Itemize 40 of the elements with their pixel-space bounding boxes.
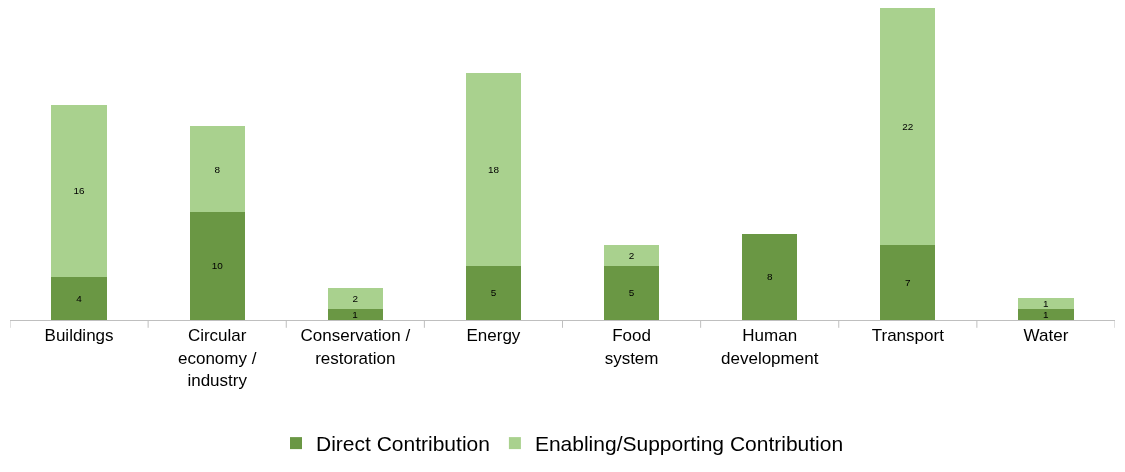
bar xyxy=(327,309,383,320)
data-label: 2 xyxy=(628,249,635,261)
data-label: 18 xyxy=(487,163,500,175)
data-label: 8 xyxy=(766,271,773,283)
bar xyxy=(189,212,245,320)
data-label: 2 xyxy=(352,292,359,304)
data-label: 22 xyxy=(902,120,914,132)
data-label: 10 xyxy=(211,260,224,272)
bar xyxy=(189,126,245,213)
x-tick-label: Energy xyxy=(466,326,521,346)
x-tick-label: Transport xyxy=(871,326,945,346)
bar xyxy=(465,72,522,267)
x-tick-label: Conservation / restoration xyxy=(300,326,411,368)
x-tick-label: Food system xyxy=(604,326,659,368)
bar xyxy=(1018,309,1074,320)
data-label: 5 xyxy=(490,287,497,299)
bar xyxy=(880,8,936,245)
x-tick-label: Water xyxy=(1023,326,1069,346)
bar xyxy=(603,266,660,320)
data-label: 16 xyxy=(73,185,86,197)
x-tick-label: Buildings xyxy=(44,326,114,346)
x-tick-label: Circular economy / industry xyxy=(177,326,257,390)
data-label: 5 xyxy=(628,287,635,299)
data-label: 1 xyxy=(1042,309,1049,321)
bar xyxy=(1018,298,1074,310)
bar xyxy=(465,266,522,320)
bar xyxy=(51,104,107,277)
data-label: 1 xyxy=(1042,298,1049,310)
bar xyxy=(327,287,383,310)
bar xyxy=(742,233,798,320)
data-label: 8 xyxy=(214,163,221,175)
legend-label: Enabling/Supporting Contribution xyxy=(534,432,844,456)
bar xyxy=(603,244,660,267)
legend-label: Direct Contribution xyxy=(316,432,490,456)
data-label: 4 xyxy=(76,292,83,304)
bar xyxy=(51,276,107,320)
data-label: 7 xyxy=(905,276,912,288)
bar xyxy=(880,244,936,320)
x-tick-label: Human development xyxy=(721,326,819,368)
data-label: 1 xyxy=(352,309,359,321)
